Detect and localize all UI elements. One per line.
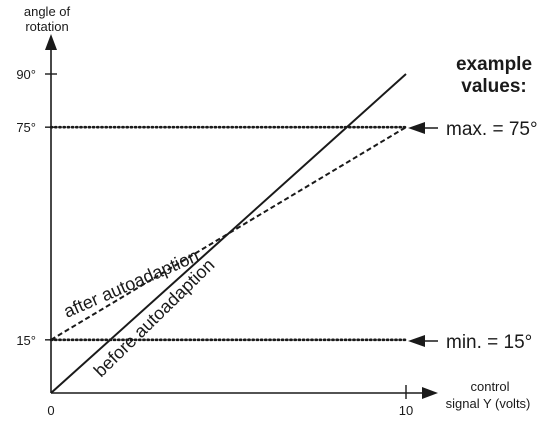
series-group [50,73,407,394]
y-axis-title-line1: angle of [24,4,71,19]
x-axis-title-line1: control [470,379,509,394]
y-tick-label: 75° [16,120,36,135]
example-values-title-line1: example [456,54,532,75]
series-line-before-autoadaption [50,73,407,394]
x-axis-arrow-icon [422,387,438,399]
max-arrow-icon [408,122,425,134]
y-axis-arrow-icon [45,34,57,50]
min-arrow-icon [408,335,425,347]
x-axis-title-line2: signal Y (volts) [446,396,531,411]
y-tick-label: 90° [16,67,36,82]
y-tick-label: 15° [16,333,36,348]
series-line-after-autoadaption [50,126,407,341]
min-value-label: min. = 15° [446,332,532,353]
x-axis-ticks: 0 10 [47,385,413,418]
example-values-title-line2: values: [461,76,526,97]
max-value-label: max. = 75° [446,119,538,140]
y-axis-title-line2: rotation [25,19,68,34]
x-tick-label: 0 [47,403,54,418]
x-tick-label: 10 [399,403,413,418]
